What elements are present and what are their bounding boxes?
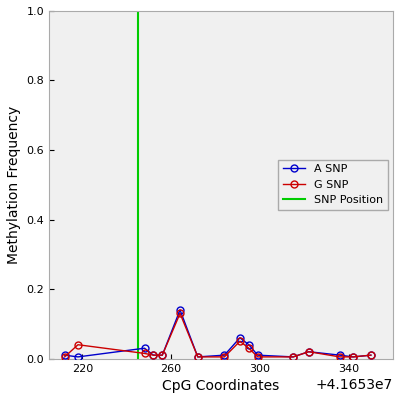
X-axis label: CpG Coordinates: CpG Coordinates — [162, 379, 280, 393]
Legend: A SNP, G SNP, SNP Position: A SNP, G SNP, SNP Position — [278, 160, 388, 210]
Y-axis label: Methylation Frequency: Methylation Frequency — [7, 106, 21, 264]
